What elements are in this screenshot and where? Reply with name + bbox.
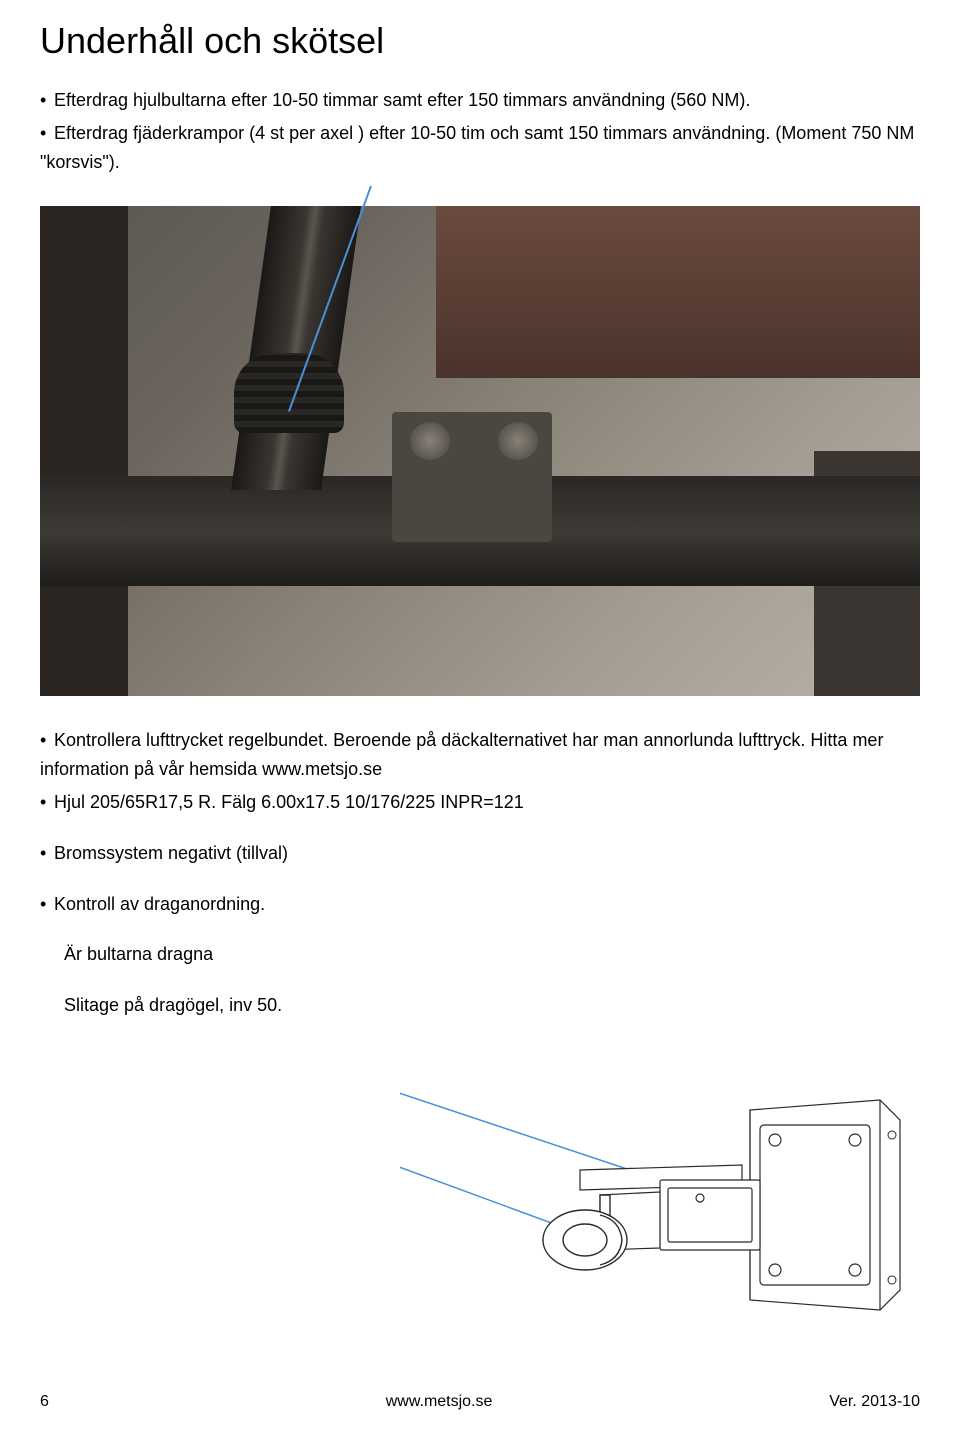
footer-url: www.metsjo.se xyxy=(386,1393,493,1411)
bullet-mid-2: •Hjul 205/65R17,5 R. Fälg 6.00x17.5 10/1… xyxy=(40,788,920,817)
footer-version: Ver. 2013-10 xyxy=(829,1393,920,1411)
drawbar-svg xyxy=(400,1040,920,1320)
diagram-indicator-line-1 xyxy=(400,1040,630,1170)
footer-page-number: 6 xyxy=(40,1393,49,1411)
sub-line-2: Slitage på dragögel, inv 50. xyxy=(40,991,920,1020)
sub-line-1: Är bultarna dragna xyxy=(40,940,920,969)
bullet-mid-4: •Kontroll av draganordning. xyxy=(40,890,920,919)
bullet-intro-1: •Efterdrag hjulbultarna efter 10-50 timm… xyxy=(40,86,920,115)
page-footer: 6 www.metsjo.se Ver. 2013-10 xyxy=(0,1393,960,1411)
page-title: Underhåll och skötsel xyxy=(40,20,920,62)
drawbar-diagram xyxy=(40,1040,920,1320)
bullet-intro-2-text: Efterdrag fjäderkrampor (4 st per axel )… xyxy=(40,123,914,172)
mechanical-photo xyxy=(40,206,920,696)
bullet-intro-2: •Efterdrag fjäderkrampor (4 st per axel … xyxy=(40,119,920,177)
bullet-mid-3: •Bromssystem negativt (tillval) xyxy=(40,839,920,868)
bullet-intro-1-text: Efterdrag hjulbultarna efter 10-50 timma… xyxy=(54,90,750,110)
bullet-mid-1-text: Kontrollera lufttrycket regelbundet. Ber… xyxy=(40,730,883,779)
bullet-mid-3-text: Bromssystem negativt (tillval) xyxy=(54,843,288,863)
bullet-mid-4-text: Kontroll av draganordning. xyxy=(54,894,265,914)
bullet-mid-1: •Kontrollera lufttrycket regelbundet. Be… xyxy=(40,726,920,784)
bullet-mid-2-text: Hjul 205/65R17,5 R. Fälg 6.00x17.5 10/17… xyxy=(54,792,524,812)
